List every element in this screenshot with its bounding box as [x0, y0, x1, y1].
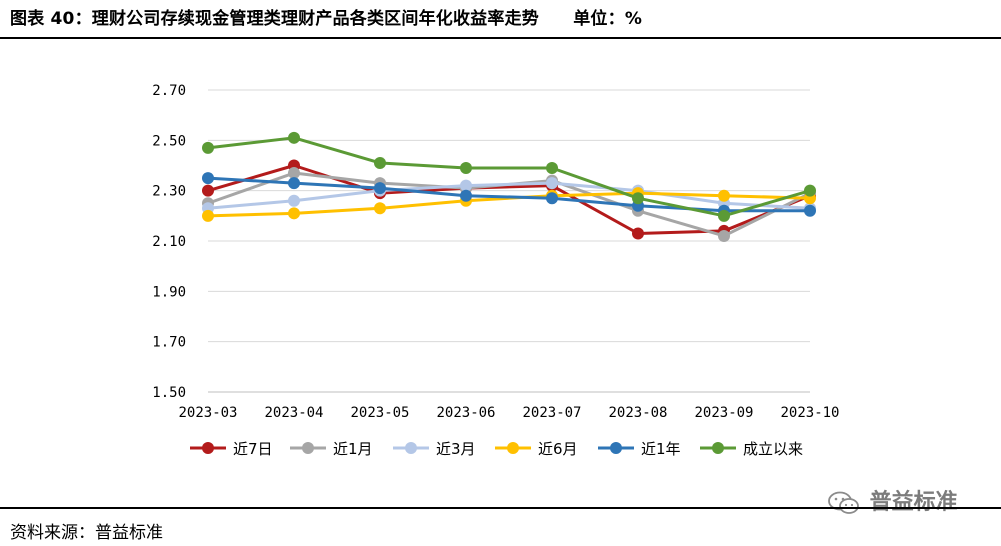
y-tick-label: 2.50 [152, 133, 186, 149]
data-point [374, 156, 386, 169]
watermark-text: 普益标准 [869, 490, 958, 515]
data-point [202, 184, 214, 197]
legend-label: 近1月 [333, 440, 373, 458]
title-text: 图表 40：理财公司存续现金管理类理财产品各类区间年化收益率走势 [10, 9, 539, 29]
series-line-2 [207, 181, 811, 210]
data-point [374, 182, 386, 195]
data-point [546, 177, 558, 190]
x-tick-label: 2023-10 [780, 405, 839, 421]
legend-swatch-marker [712, 442, 724, 454]
legend-label: 近1年 [641, 440, 681, 458]
data-point [546, 192, 558, 205]
data-point [202, 209, 214, 222]
x-tick-label: 2023-04 [264, 405, 323, 421]
data-point [804, 184, 816, 197]
wechat-icon [828, 491, 859, 514]
x-tick-label: 2023-05 [350, 405, 409, 421]
legend-label: 近3月 [436, 440, 476, 458]
line-chart: 2.70 2.50 2.30 2.10 1.90 1.70 1.50 2023-03 2023-… [152, 83, 839, 458]
y-tick-label: 2.30 [152, 184, 186, 200]
data-point [288, 131, 300, 144]
legend-label: 近6月 [538, 440, 578, 458]
x-tick-label: 2023-08 [608, 405, 667, 421]
chart-title: 图表 40：理财公司存续现金管理类理财产品各类区间年化收益率走势 单位：% [10, 4, 642, 29]
data-point [718, 229, 730, 242]
data-point [288, 177, 300, 190]
bottom-divider [0, 507, 1001, 509]
x-tick-label: 2023-06 [436, 405, 495, 421]
data-point [804, 204, 816, 217]
y-tick-label: 1.70 [152, 335, 186, 351]
data-point [718, 189, 730, 202]
x-tick-label: 2023-09 [694, 405, 753, 421]
y-tick-label: 1.90 [152, 284, 186, 300]
data-point [718, 209, 730, 222]
data-point [202, 172, 214, 185]
data-point [632, 227, 644, 240]
legend-swatch-marker [507, 442, 519, 454]
data-point [288, 167, 300, 180]
data-point [288, 207, 300, 220]
legend-swatch-marker [610, 442, 622, 454]
data-point [202, 141, 214, 154]
series-line-5 [207, 136, 811, 218]
data-point [460, 189, 472, 202]
y-tick-label: 1.50 [152, 385, 186, 401]
source-note: 资料来源：普益标准 [10, 523, 163, 543]
series-line-4 [207, 176, 810, 213]
legend-swatch-marker [405, 442, 417, 454]
data-point [460, 179, 472, 192]
data-point [288, 194, 300, 207]
top-divider [0, 37, 1001, 39]
legend-label: 成立以来 [743, 440, 803, 458]
legend-swatch-marker [202, 442, 214, 454]
x-tick-label: 2023-07 [522, 405, 581, 421]
x-tick-label: 2023-03 [178, 405, 237, 421]
data-point [546, 162, 558, 175]
data-point [374, 202, 386, 215]
legend-swatch-marker [302, 442, 314, 454]
data-point [632, 192, 644, 205]
y-tick-label: 2.10 [152, 234, 186, 250]
y-tick-label: 2.70 [152, 83, 186, 99]
unit-label: 单位：% [573, 9, 643, 29]
watermark: 普益标准 [826, 484, 958, 516]
data-point [460, 162, 472, 175]
legend-label: 近7日 [233, 440, 273, 458]
